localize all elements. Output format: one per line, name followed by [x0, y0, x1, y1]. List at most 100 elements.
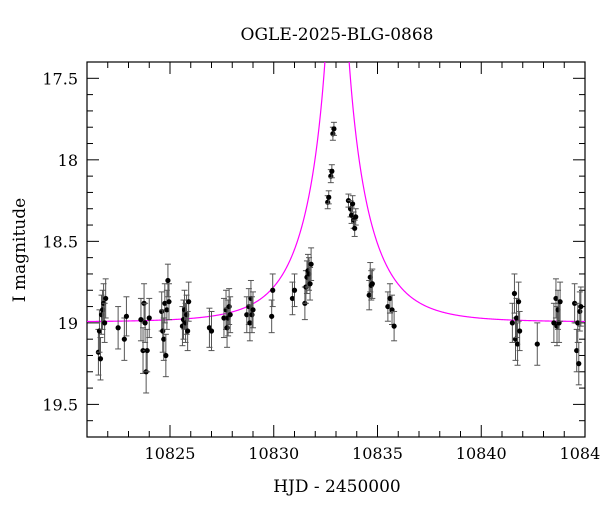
data-marker	[308, 261, 314, 267]
data-marker	[331, 126, 337, 132]
y-tick-label: 18	[58, 151, 78, 170]
data-point	[102, 278, 109, 319]
y-tick-label: 17.5	[42, 69, 78, 88]
data-marker	[138, 317, 144, 323]
data-point	[557, 281, 564, 322]
data-point	[330, 121, 337, 136]
data-marker	[270, 287, 276, 293]
data-point	[516, 310, 523, 352]
data-point	[164, 263, 171, 298]
data-marker	[291, 287, 298, 293]
data-point	[308, 247, 315, 281]
data-point	[511, 273, 518, 314]
data-marker	[553, 295, 559, 302]
data-point	[185, 281, 192, 322]
data-point	[162, 333, 169, 378]
data-marker	[575, 320, 581, 326]
data-marker	[511, 290, 518, 297]
model-curve	[87, 62, 585, 323]
y-axis-label: I magnitude	[10, 198, 30, 302]
data-point	[250, 291, 256, 329]
data-marker	[247, 320, 253, 326]
data-marker	[329, 168, 335, 174]
chart-title: OGLE-2025-BLG-0868	[241, 25, 434, 45]
data-point	[291, 273, 298, 308]
data-marker	[163, 352, 169, 359]
data-marker	[514, 341, 521, 347]
data-marker	[227, 312, 233, 318]
data-marker	[142, 320, 148, 326]
data-marker	[224, 325, 230, 331]
x-axis-ticks: 10825 10830 10835 10840 10845	[86, 62, 600, 463]
y-tick-label: 19	[58, 314, 78, 333]
data-marker	[226, 303, 232, 310]
data-points-layer	[95, 121, 584, 394]
data-point	[268, 299, 275, 334]
data-marker	[391, 323, 397, 329]
y-axis-ticks: 17.5 18 18.5 19 19.5	[42, 61, 585, 438]
data-marker	[353, 214, 359, 220]
data-point	[515, 281, 522, 322]
data-point	[123, 296, 130, 337]
data-point	[161, 283, 168, 324]
data-marker	[185, 328, 191, 334]
data-point	[115, 306, 122, 350]
data-marker	[166, 299, 172, 305]
x-tick-label: 10840	[456, 444, 507, 463]
data-marker	[115, 325, 121, 331]
x-tick-label: 10835	[352, 444, 403, 463]
data-marker	[161, 336, 167, 342]
data-point	[137, 297, 144, 342]
data-point	[165, 283, 172, 321]
data-marker	[123, 313, 130, 319]
x-tick-label: 10830	[248, 444, 299, 463]
data-marker	[208, 328, 215, 334]
data-point	[577, 286, 584, 327]
data-marker	[307, 281, 313, 287]
data-marker	[551, 320, 557, 326]
data-point	[384, 291, 391, 322]
data-marker	[121, 336, 127, 342]
data-marker	[103, 295, 109, 302]
data-marker	[140, 347, 146, 354]
plot-border	[86, 61, 586, 438]
data-marker	[326, 194, 332, 200]
data-point	[552, 278, 559, 319]
data-marker	[164, 307, 170, 313]
data-point	[352, 208, 359, 226]
data-marker	[387, 295, 393, 302]
data-point	[391, 310, 398, 342]
data-marker	[289, 295, 296, 302]
data-point	[534, 322, 541, 366]
data-point	[208, 310, 215, 352]
data-marker	[146, 315, 152, 321]
data-point	[351, 219, 358, 237]
data-point	[307, 266, 314, 301]
data-point	[227, 296, 234, 334]
data-marker	[162, 300, 168, 306]
data-marker	[578, 303, 584, 310]
data-marker	[576, 361, 582, 367]
data-marker	[350, 201, 356, 207]
data-point	[325, 190, 332, 205]
data-point	[269, 273, 276, 308]
y-tick-label: 19.5	[42, 395, 78, 414]
y-tick-label: 18.5	[42, 232, 78, 251]
data-marker	[385, 303, 391, 310]
data-marker	[557, 299, 563, 305]
data-marker	[513, 315, 520, 321]
data-point	[121, 317, 128, 361]
data-marker	[577, 308, 583, 315]
data-point	[246, 304, 253, 342]
data-point	[289, 281, 296, 316]
x-axis-label: HJD - 2450000	[273, 477, 401, 497]
data-marker	[366, 292, 372, 298]
data-marker	[165, 277, 171, 284]
data-marker	[517, 328, 523, 334]
model-curve-layer	[87, 62, 585, 323]
data-point	[575, 341, 582, 386]
data-point	[184, 310, 191, 352]
data-marker	[186, 299, 192, 305]
x-tick-label: 10825	[145, 444, 196, 463]
